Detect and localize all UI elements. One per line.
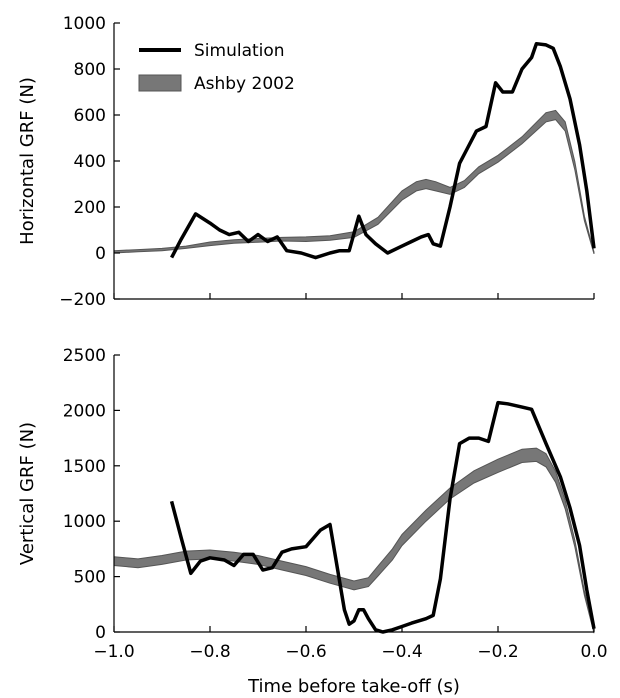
series-line-simulation bbox=[169, 400, 596, 634]
y-tick-label: 2500 bbox=[63, 346, 106, 366]
y-axis-title: Vertical GRF (N) bbox=[17, 422, 38, 565]
y-tick-label: 0 bbox=[95, 244, 106, 264]
x-tick-label: −0.6 bbox=[285, 642, 326, 662]
y-tick-label: 200 bbox=[74, 198, 106, 218]
series-band-ashby-2002 bbox=[113, 447, 595, 634]
x-tick-label: 0.0 bbox=[580, 642, 607, 662]
y-tick-label: 1500 bbox=[63, 457, 106, 477]
horizontal-grf-panel: −200 0 200 400 600 800 1000 Horizontal GRF (N) S… bbox=[17, 14, 596, 310]
x-axis-title: Time before take-off (s) bbox=[247, 676, 460, 697]
y-tick-label: 500 bbox=[74, 568, 106, 588]
legend: Simulation Ashby 2002 bbox=[138, 41, 295, 94]
legend-label: Ashby 2002 bbox=[194, 74, 295, 94]
x-tick-label: −0.2 bbox=[477, 642, 518, 662]
series-line-simulation bbox=[170, 41, 596, 260]
series-band-ashby-2002 bbox=[113, 109, 595, 255]
y-axis-title: Horizontal GRF (N) bbox=[17, 77, 38, 245]
y-tick-label: 400 bbox=[74, 152, 106, 172]
y-tick-label: 1000 bbox=[63, 14, 106, 34]
y-tick-label: 1000 bbox=[63, 512, 106, 532]
legend-label: Simulation bbox=[194, 41, 285, 61]
y-tick-label: 2000 bbox=[63, 401, 106, 421]
y-tick-label: 600 bbox=[74, 106, 106, 126]
y-tick-label: 800 bbox=[74, 60, 106, 80]
x-tick-label: −0.8 bbox=[189, 642, 230, 662]
y-tick-label: 0 bbox=[95, 623, 106, 643]
legend-swatch-ashby-2002 bbox=[138, 74, 182, 92]
vertical-grf-panel: 0 500 1000 1500 2000 2500 −1.0 −0.8 −0.6 −0.4 −0.2… bbox=[17, 346, 608, 697]
x-tick-label: −0.4 bbox=[381, 642, 422, 662]
x-tick-label: −1.0 bbox=[93, 642, 134, 662]
y-tick-label: −200 bbox=[59, 290, 106, 310]
